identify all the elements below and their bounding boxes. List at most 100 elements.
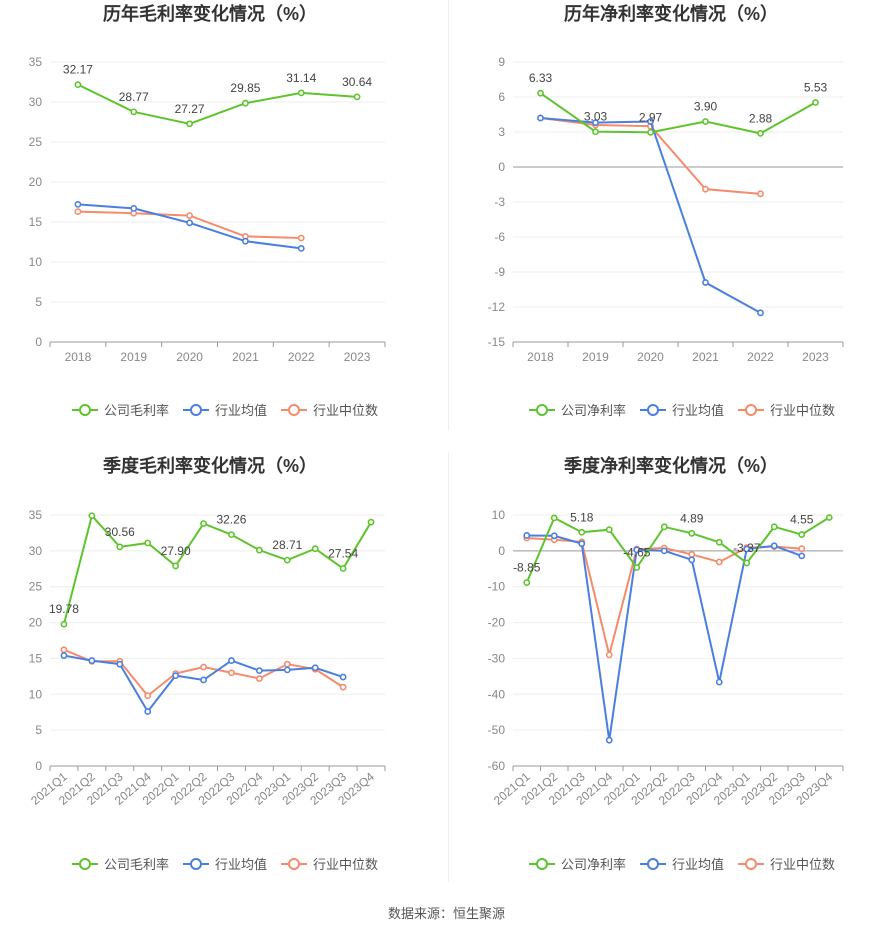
y-tick-label: -9 <box>494 265 505 279</box>
data-point <box>353 93 361 101</box>
legend-swatch-marker <box>79 858 91 870</box>
data-label: 19.78 <box>49 602 79 616</box>
data-point <box>255 546 263 554</box>
series-line <box>62 513 372 625</box>
y-tick-label: 35 <box>29 55 43 69</box>
data-point <box>130 108 138 116</box>
data-point <box>144 708 152 715</box>
data-label: 4.55 <box>790 513 814 527</box>
y-tick-label: 35 <box>29 508 43 522</box>
x-tick-label: 2022 <box>747 350 774 364</box>
data-point <box>60 620 68 628</box>
data-label: 2.88 <box>749 111 773 125</box>
data-point <box>311 545 319 553</box>
legend-label: 公司净利率 <box>561 403 626 418</box>
data-point <box>660 547 668 555</box>
data-label: 28.77 <box>119 90 149 104</box>
y-tick-label: -10 <box>488 580 506 594</box>
data-label: -4.65 <box>623 546 651 560</box>
data-point <box>523 532 531 539</box>
data-point <box>633 546 641 554</box>
legend-label: 行业中位数 <box>770 857 835 872</box>
data-label: 6.33 <box>529 71 553 85</box>
data-point <box>537 114 544 122</box>
data-point <box>578 528 586 536</box>
data-point <box>367 518 375 526</box>
y-tick-label: 25 <box>29 135 43 149</box>
y-tick-label: -40 <box>488 687 506 701</box>
data-point <box>757 309 764 317</box>
data-label: 3.90 <box>694 100 718 114</box>
x-tick-label: 2022 <box>288 350 315 364</box>
data-point <box>297 234 305 242</box>
data-label: 32.17 <box>63 63 93 77</box>
data-point <box>339 683 347 691</box>
y-tick-label: 15 <box>29 651 43 665</box>
legend-label: 行业均值 <box>215 403 267 418</box>
data-label: 27.54 <box>328 546 358 560</box>
legend-swatch-marker <box>79 404 91 416</box>
data-label: 31.14 <box>286 71 316 85</box>
x-tick-label: 2020 <box>176 350 203 364</box>
y-tick-label: -3 <box>494 195 505 209</box>
data-point <box>228 531 235 539</box>
chart-title: 历年净利率变化情况（%） <box>564 3 778 24</box>
series-line <box>539 92 816 135</box>
data-point <box>130 204 138 212</box>
y-tick-label: -30 <box>488 651 506 665</box>
data-point <box>633 564 641 571</box>
data-point <box>798 531 806 538</box>
data-point <box>74 200 82 208</box>
legend-label: 行业均值 <box>215 857 267 872</box>
y-tick-label: -12 <box>488 300 506 314</box>
x-tick-label: 2018 <box>65 350 92 364</box>
legend-swatch-marker <box>745 858 757 870</box>
legend-label: 公司净利率 <box>561 857 626 872</box>
data-point <box>592 119 599 127</box>
legend-swatch-marker <box>536 404 548 416</box>
series-line <box>63 648 344 698</box>
data-point <box>798 552 806 560</box>
data-point <box>283 556 291 564</box>
y-tick-label: -15 <box>488 335 506 349</box>
data-point <box>592 128 599 136</box>
data-point <box>702 118 709 125</box>
y-tick-label: 10 <box>29 255 43 269</box>
data-label: 29.85 <box>230 81 260 95</box>
x-tick-label: 2021 <box>692 350 719 364</box>
data-label: -8.85 <box>513 561 541 575</box>
data-point <box>186 120 193 128</box>
data-point <box>578 540 586 548</box>
y-tick-label: 0 <box>35 759 42 773</box>
data-point <box>88 512 96 520</box>
data-point <box>812 99 819 106</box>
x-tick-label: 2023 <box>344 350 371 364</box>
data-label: 4.89 <box>680 511 704 525</box>
y-tick-label: 3 <box>498 125 505 139</box>
data-point <box>297 89 305 97</box>
legend-swatch-marker <box>190 404 202 416</box>
y-tick-label: 5 <box>35 295 42 309</box>
data-point <box>605 526 613 534</box>
data-point <box>757 129 764 137</box>
data-point <box>523 579 531 586</box>
y-tick-label: 20 <box>29 616 43 630</box>
data-point <box>186 212 193 219</box>
data-point <box>605 736 613 744</box>
data-point <box>144 539 152 547</box>
y-tick-label: -60 <box>488 759 506 773</box>
data-point <box>242 99 249 107</box>
legend-swatch-marker <box>190 858 202 870</box>
data-point <box>550 532 558 540</box>
series-line <box>77 83 358 125</box>
data-point <box>242 237 249 245</box>
data-point <box>228 669 235 677</box>
y-tick-label: 25 <box>29 580 43 594</box>
data-point <box>647 118 654 125</box>
data-point <box>757 190 764 198</box>
y-tick-label: 15 <box>29 215 43 229</box>
data-point <box>605 651 613 659</box>
data-point <box>537 89 544 97</box>
annual-net-margin-chart: 历年净利率变化情况（%） -15 -12 -9 -6 -3 0 3 6 9 2018 2019 2020… <box>488 3 844 418</box>
